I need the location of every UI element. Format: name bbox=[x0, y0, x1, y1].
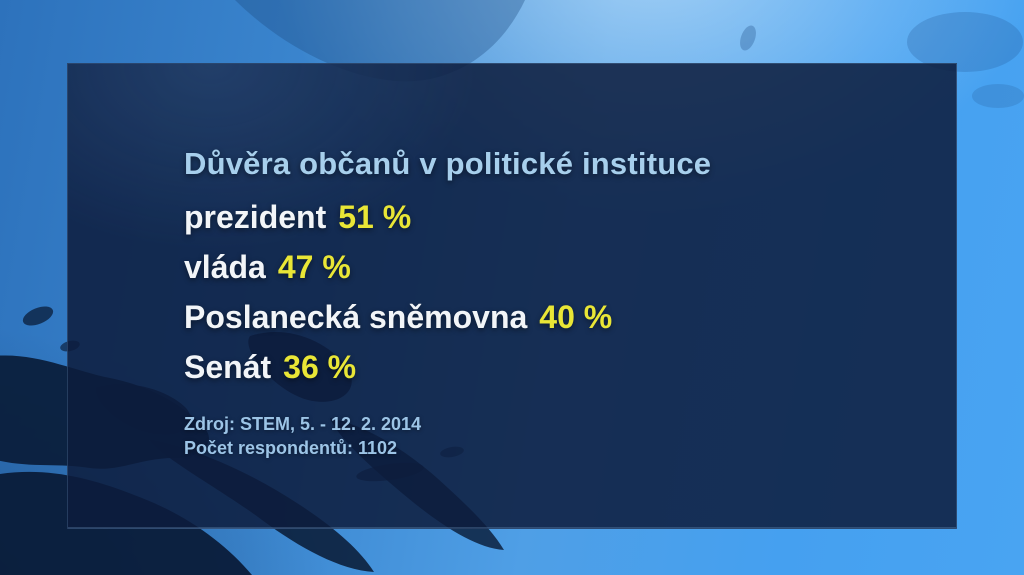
percentage-value: 40 % bbox=[539, 299, 613, 335]
percentage-value: 47 % bbox=[277, 249, 351, 285]
page-title: Důvěra občanů v politické instituce bbox=[184, 146, 712, 181]
institution-label: vláda bbox=[184, 249, 266, 285]
poll-row-prezident: prezident 51 % bbox=[184, 192, 916, 242]
poll-row-poslanecka-snemovna: Poslanecká sněmovna 40 % bbox=[184, 292, 916, 342]
poll-row-senat: Senát 36 % bbox=[184, 342, 916, 392]
institution-label: Poslanecká sněmovna bbox=[184, 299, 528, 335]
percentage-value: 36 % bbox=[283, 349, 357, 385]
source-line: Zdroj: STEM, 5. - 12. 2. 2014 bbox=[184, 414, 422, 434]
poll-row-vlada: vláda 47 % bbox=[184, 242, 916, 292]
poll-results-list: prezident 51 % vláda 47 % Poslanecká sněmo… bbox=[184, 192, 916, 392]
percentage-value: 51 % bbox=[338, 199, 412, 235]
info-panel: Důvěra občanů v politické instituce prez… bbox=[67, 63, 957, 529]
source-block: Zdroj: STEM, 5. - 12. 2. 2014 Počet resp… bbox=[184, 412, 916, 460]
institution-label: Senát bbox=[184, 349, 272, 385]
institution-label: prezident bbox=[184, 199, 327, 235]
respondents-line: Počet respondentů: 1102 bbox=[184, 438, 398, 458]
panel-content: Důvěra občanů v politické instituce prez… bbox=[68, 64, 956, 460]
